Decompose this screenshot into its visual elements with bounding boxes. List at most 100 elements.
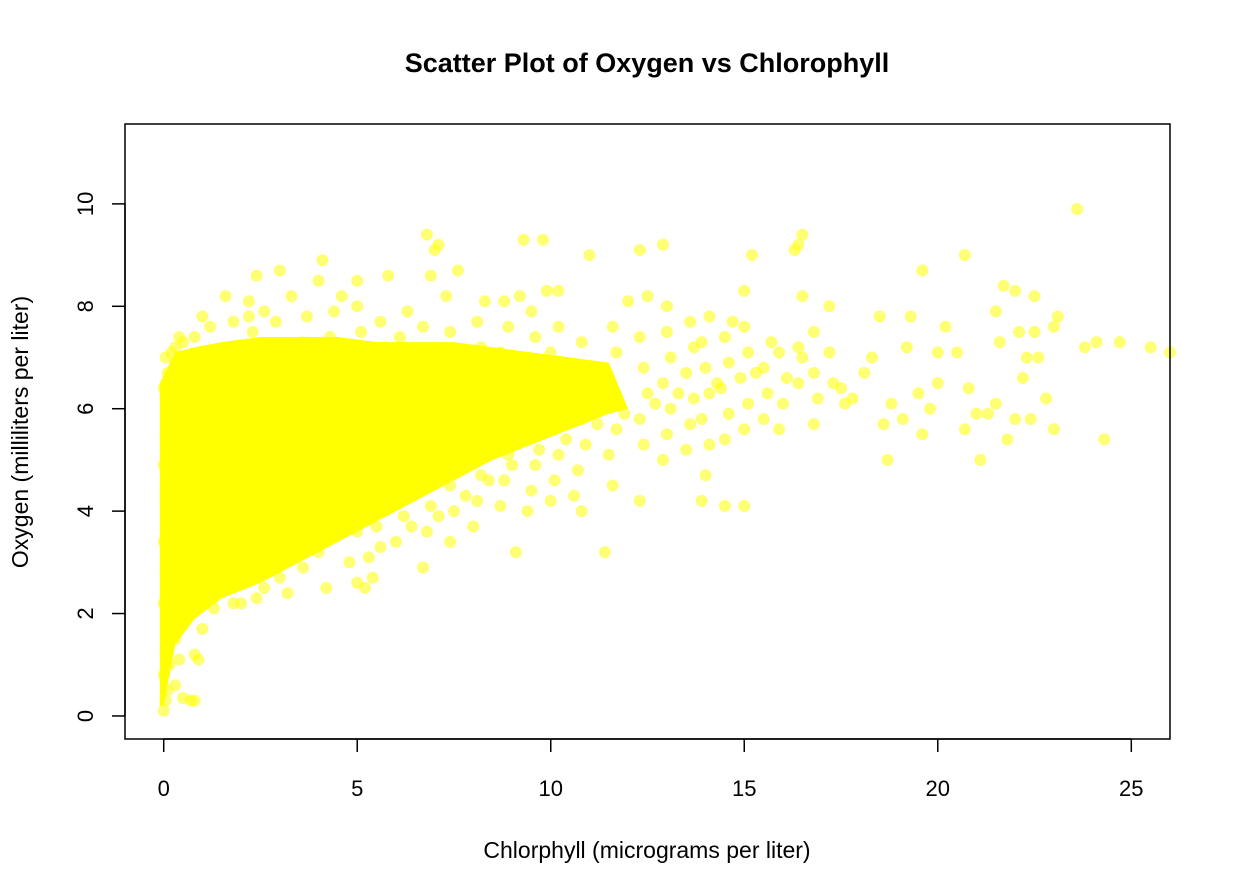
data-point — [359, 581, 371, 594]
data-point — [931, 377, 944, 390]
y-axis-label: Oxygen (milliliters per liter) — [7, 296, 33, 568]
data-point — [494, 423, 507, 436]
data-point — [300, 310, 313, 323]
data-point — [529, 407, 542, 420]
data-point — [544, 423, 557, 436]
data-point — [432, 238, 445, 251]
data-point — [962, 382, 975, 395]
data-point — [544, 494, 557, 507]
data-point — [223, 366, 236, 379]
data-point — [989, 397, 1002, 410]
data-point — [695, 494, 708, 507]
data-point — [742, 346, 755, 359]
data-point — [773, 423, 786, 436]
data-point — [792, 377, 805, 390]
data-point — [521, 356, 534, 369]
data-point — [258, 505, 271, 518]
data-point — [188, 530, 201, 543]
x-tick-label: 5 — [351, 776, 363, 801]
data-point — [796, 351, 809, 364]
data-point — [196, 453, 209, 466]
data-point — [355, 479, 368, 492]
data-point — [846, 392, 859, 405]
data-point — [502, 320, 515, 333]
data-point — [1047, 320, 1060, 333]
data-point — [471, 315, 484, 328]
data-point — [320, 581, 333, 594]
data-point — [916, 264, 929, 277]
data-point — [177, 541, 190, 553]
data-point — [405, 520, 418, 533]
data-point — [610, 423, 623, 436]
data-point — [699, 361, 712, 374]
data-point — [974, 453, 987, 466]
data-point — [738, 284, 751, 297]
data-point — [250, 479, 263, 492]
data-point — [157, 704, 170, 717]
data-point — [695, 336, 708, 349]
data-point — [163, 443, 176, 456]
data-point — [215, 500, 228, 512]
data-point — [177, 692, 190, 704]
data-point — [657, 238, 669, 251]
data-point — [993, 336, 1006, 349]
data-point — [273, 264, 286, 277]
data-point — [382, 269, 395, 282]
data-point — [254, 556, 267, 569]
data-point — [188, 648, 201, 661]
data-point — [389, 535, 402, 548]
data-point — [471, 392, 484, 405]
data-point — [633, 413, 646, 425]
data-point — [529, 331, 542, 343]
data-point — [188, 428, 201, 441]
data-point — [796, 290, 809, 303]
data-point — [579, 361, 592, 374]
y-tick-label: 2 — [73, 607, 98, 619]
data-point — [184, 505, 197, 518]
data-point — [393, 331, 406, 343]
data-point — [951, 346, 964, 359]
data-point — [366, 571, 379, 584]
data-point — [374, 469, 387, 482]
data-point — [269, 520, 282, 533]
data-point — [684, 315, 697, 328]
data-point — [552, 320, 565, 333]
data-point — [498, 295, 511, 308]
data-point — [451, 264, 464, 277]
data-point — [1024, 413, 1037, 425]
data-point — [163, 658, 176, 671]
x-tick-label: 25 — [1119, 776, 1143, 801]
data-point — [157, 597, 170, 610]
data-point — [304, 361, 317, 374]
data-point — [242, 310, 255, 323]
data-point — [159, 428, 172, 441]
data-point — [521, 433, 534, 446]
data-point — [533, 443, 546, 456]
data-point — [159, 489, 172, 502]
data-point — [374, 541, 387, 553]
y-tick-label: 10 — [73, 192, 98, 216]
data-point — [161, 474, 174, 487]
data-point — [823, 300, 836, 313]
data-point — [699, 469, 712, 482]
x-tick-label: 15 — [732, 776, 756, 801]
data-point — [618, 407, 631, 420]
data-point — [351, 453, 364, 466]
data-point — [258, 581, 271, 594]
data-point — [165, 505, 178, 518]
data-point — [211, 448, 224, 461]
data-point — [695, 413, 708, 425]
data-point — [746, 249, 758, 262]
data-point — [525, 305, 538, 318]
data-point — [1078, 341, 1091, 354]
data-point — [424, 372, 437, 384]
data-point — [722, 407, 735, 420]
data-point — [355, 325, 368, 338]
data-point — [1001, 433, 1014, 446]
data-point — [1144, 341, 1157, 354]
data-point — [304, 464, 317, 477]
data-point — [881, 453, 894, 466]
data-point — [1098, 433, 1111, 446]
data-point — [633, 494, 646, 507]
data-point — [328, 305, 340, 318]
